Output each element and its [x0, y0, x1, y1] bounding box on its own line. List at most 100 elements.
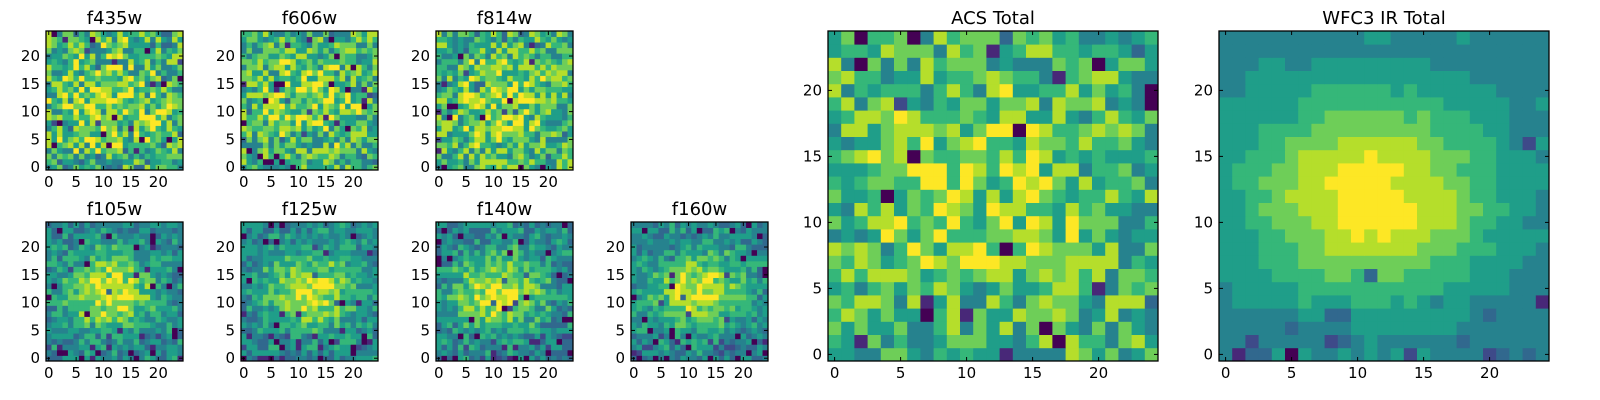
- heatmap-cell: [562, 249, 568, 256]
- heatmap-cell: [372, 349, 379, 356]
- heatmap-cell: [367, 260, 373, 267]
- heatmap-cell: [631, 227, 637, 234]
- heatmap-cell: [295, 227, 302, 234]
- heatmap-cell: [641, 349, 648, 356]
- heatmap-cell: [166, 249, 173, 256]
- x-tick-label: 20: [734, 364, 753, 382]
- heatmap-cell: [757, 316, 763, 323]
- heatmap-cell: [144, 255, 151, 262]
- heatmap-cell: [295, 333, 302, 340]
- heatmap-cell: [496, 227, 503, 234]
- heatmap-cell: [78, 114, 85, 121]
- heatmap-cell: [1026, 321, 1040, 335]
- heatmap-cell: [257, 108, 264, 115]
- heatmap-cell: [545, 47, 552, 54]
- heatmap-cell: [301, 349, 308, 356]
- heatmap-cell: [674, 327, 681, 334]
- heatmap-cell: [707, 327, 714, 334]
- heatmap-cell: [490, 153, 497, 160]
- heatmap-cell: [95, 64, 102, 71]
- heatmap-cell: [328, 288, 335, 295]
- heatmap-cell: [479, 153, 486, 160]
- heatmap-cell: [161, 299, 167, 306]
- heatmap-cell: [78, 260, 85, 267]
- heatmap-cell: [78, 294, 85, 301]
- heatmap-cell: [828, 334, 842, 349]
- heatmap-cell: [312, 103, 319, 110]
- heatmap-cell: [529, 333, 536, 340]
- heatmap-cell: [262, 114, 269, 121]
- heatmap-cell: [696, 310, 703, 317]
- heatmap-cell: [177, 233, 184, 240]
- heatmap-cell: [463, 119, 470, 126]
- heatmap-cell: [78, 310, 85, 317]
- heatmap-cell: [562, 64, 568, 71]
- heatmap-cell: [696, 283, 703, 290]
- heatmap-cell: [474, 249, 481, 256]
- heatmap-cell: [100, 81, 107, 87]
- heatmap-cell: [257, 333, 264, 340]
- heatmap-cell: [691, 277, 698, 284]
- heatmap-cell: [257, 283, 264, 290]
- heatmap-cell: [246, 272, 253, 278]
- heatmap-cell: [828, 202, 842, 217]
- x-tick-label: 10: [484, 364, 503, 382]
- heatmap-cell: [652, 327, 659, 334]
- heatmap-cell: [663, 310, 670, 317]
- heatmap-cell: [279, 288, 286, 295]
- heatmap-cell: [751, 322, 758, 329]
- heatmap-cell: [262, 266, 269, 273]
- heatmap-cell: [177, 277, 184, 284]
- heatmap-cell: [144, 108, 151, 115]
- heatmap-cell: [545, 299, 552, 306]
- heatmap-cell: [729, 322, 736, 329]
- heatmap-cell: [128, 119, 135, 126]
- heatmap-cell: [746, 338, 752, 345]
- heatmap-cell: [295, 131, 302, 138]
- heatmap-cell: [647, 244, 654, 251]
- heatmap-cell: [529, 125, 536, 132]
- heatmap-cell: [279, 283, 286, 290]
- heatmap-cell: [323, 227, 330, 234]
- heatmap-cell: [501, 277, 508, 284]
- heatmap-cell: [295, 305, 302, 312]
- heatmap-cell: [545, 327, 552, 334]
- heatmap-cell: [361, 125, 368, 132]
- heatmap-cell: [290, 164, 297, 171]
- heatmap-cell: [518, 81, 525, 87]
- heatmap-cell: [485, 277, 492, 284]
- heatmap-cell: [166, 142, 173, 149]
- heatmap-cell: [56, 244, 63, 251]
- heatmap-cell: [133, 153, 140, 160]
- heatmap-cell: [551, 47, 557, 54]
- y-tick-label: 10: [606, 294, 625, 312]
- heatmap-cell: [718, 238, 725, 245]
- heatmap-cell: [46, 114, 52, 121]
- heatmap-cell: [973, 202, 987, 217]
- heatmap-cell: [257, 327, 264, 334]
- heatmap-cell: [46, 103, 52, 110]
- heatmap-cell: [301, 260, 308, 267]
- heatmap-cell: [78, 53, 85, 60]
- x-tick-label: 0: [434, 364, 444, 382]
- heatmap-cell: [262, 355, 269, 362]
- heatmap-cell: [551, 277, 557, 284]
- heatmap-cell: [128, 114, 135, 121]
- heatmap-cell: [518, 249, 525, 256]
- heatmap-cell: [1092, 163, 1106, 177]
- heatmap-cell: [529, 305, 536, 312]
- heatmap-cell: [463, 75, 470, 82]
- heatmap-cell: [534, 136, 541, 143]
- heatmap-cell: [636, 255, 643, 262]
- heatmap-cell: [328, 260, 335, 267]
- heatmap-cell: [350, 294, 357, 301]
- heatmap-cell: [67, 125, 74, 132]
- heatmap-cell: [367, 272, 373, 278]
- heatmap-cell: [73, 294, 80, 301]
- heatmap-cell: [166, 305, 173, 312]
- heatmap-cell: [658, 233, 665, 240]
- heatmap-cell: [479, 136, 486, 143]
- heatmap-cell: [106, 255, 113, 262]
- heatmap-cell: [474, 349, 481, 356]
- heatmap-cell: [828, 242, 842, 256]
